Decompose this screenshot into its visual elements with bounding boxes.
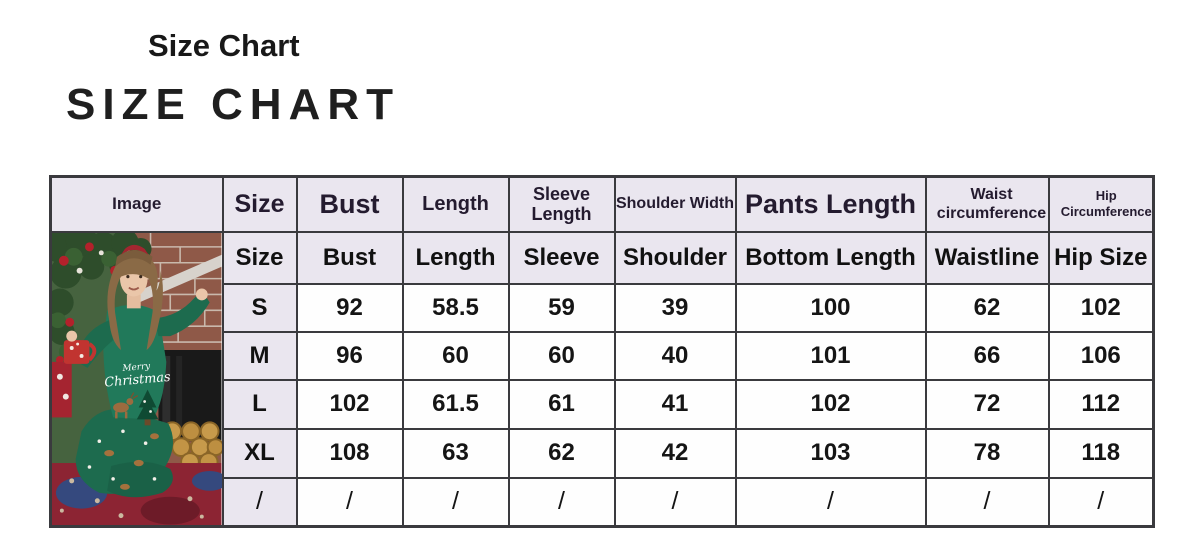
table-cell: 112 [1047, 378, 1155, 430]
table-cell: / [1047, 476, 1155, 528]
table-cell: / [613, 476, 737, 528]
table-cell: 59 [507, 282, 616, 333]
table-row-s: S 92 58.5 59 39 100 62 102 [51, 282, 1155, 333]
pajama-print-text-2: Christmas [104, 369, 172, 390]
table-cell: 40 [613, 330, 737, 381]
col-header-sleeve-length: Sleeve Length [507, 175, 616, 233]
table-cell: 63 [401, 427, 510, 479]
table-cell: 108 [295, 427, 404, 479]
col-header-hip-circumference: Hip Circumference [1047, 175, 1155, 233]
table-cell: 100 [734, 282, 927, 333]
table-cell: 106 [1047, 330, 1155, 381]
table-cell: / [734, 476, 927, 528]
table-cell: / [295, 476, 404, 528]
header-row-2: Merry Christmas S [49, 230, 1155, 528]
col-header-pants-length: Pants Length [734, 175, 927, 233]
table-cell: 62 [924, 282, 1050, 333]
table-cell: 118 [1047, 427, 1155, 479]
table-row-xl: XL 108 63 62 42 103 78 118 [51, 427, 1155, 479]
subheader-sleeve: Sleeve [507, 230, 616, 285]
table-cell: 72 [924, 378, 1050, 430]
table-cell: 62 [507, 427, 616, 479]
col-header-size: Size [221, 175, 298, 233]
header-row-1: Image Size Bust Length Sleeve Length Sho… [49, 175, 1155, 233]
table-cell: 60 [507, 330, 616, 381]
row-size-label: L [221, 378, 298, 430]
subheader-bottom-length: Bottom Length [734, 230, 927, 285]
row-size-label: S [221, 282, 298, 333]
table-cell: 39 [613, 282, 737, 333]
table-row-m: M 96 60 60 40 101 66 106 [51, 330, 1155, 381]
col-header-shoulder-width: Shoulder Width [613, 175, 737, 233]
col-header-waist-circumference: Waist circumference [924, 175, 1050, 233]
subheader-bust: Bust [295, 230, 404, 285]
product-photo-illustration: Merry Christmas [52, 233, 221, 525]
table-row-l: L 102 61.5 61 41 102 72 112 [51, 378, 1155, 430]
table-cell: 60 [401, 330, 510, 381]
table-row-empty: / / / / / / / / [51, 476, 1155, 528]
table-cell: 61 [507, 378, 616, 430]
col-header-bust: Bust [295, 175, 404, 233]
page-title: SIZE CHART [66, 80, 400, 129]
pajama-print-text-1: Merry [121, 361, 151, 374]
table-cell: 102 [295, 378, 404, 430]
row-size-label: XL [221, 427, 298, 479]
row-size-label: / [221, 476, 298, 528]
table-cell: / [924, 476, 1050, 528]
table-cell: 78 [924, 427, 1050, 479]
table-cell: 61.5 [401, 378, 510, 430]
col-header-length: Length [401, 175, 510, 233]
table-cell: 102 [734, 378, 927, 430]
subheader-waistline: Waistline [924, 230, 1050, 285]
subheader-hip-size: Hip Size [1047, 230, 1155, 285]
table-cell: / [401, 476, 510, 528]
subheader-size: Size [221, 230, 298, 285]
size-chart-table: Image Size Bust Length Sleeve Length Sho… [49, 175, 1155, 528]
table-cell: 101 [734, 330, 927, 381]
table-cell: 92 [295, 282, 404, 333]
table-cell: / [507, 476, 616, 528]
table-cell: 103 [734, 427, 927, 479]
size-chart-subtitle: Size Chart [148, 28, 300, 63]
table-cell: 41 [613, 378, 737, 430]
subheader-shoulder: Shoulder [613, 230, 737, 285]
table-cell: 66 [924, 330, 1050, 381]
subheader-length: Length [401, 230, 510, 285]
table-cell: 96 [295, 330, 404, 381]
table-cell: 42 [613, 427, 737, 479]
product-photo: Merry Christmas [49, 230, 224, 528]
table-cell: 58.5 [401, 282, 510, 333]
row-size-label: M [221, 330, 298, 381]
table-cell: 102 [1047, 282, 1155, 333]
col-header-image: Image [49, 175, 224, 233]
